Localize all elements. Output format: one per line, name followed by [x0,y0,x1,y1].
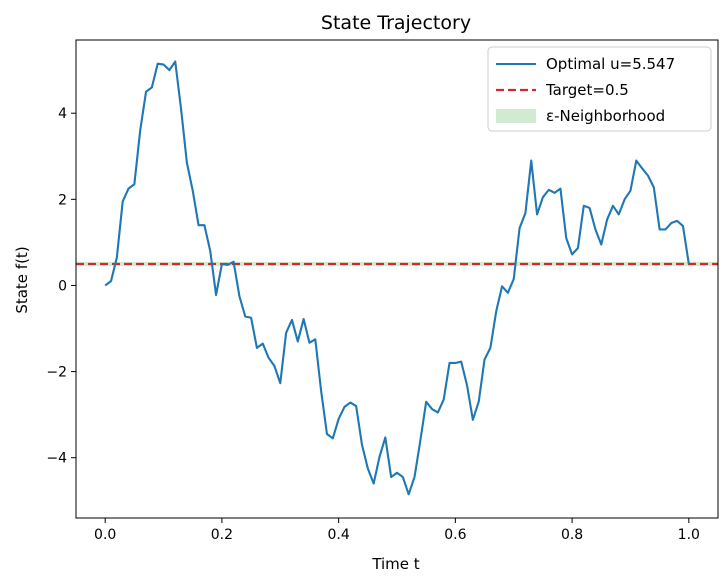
trajectory-line [104,60,690,496]
legend-box [487,46,712,132]
x-axis-label: Time t [371,555,419,573]
y-tick-label: −2 [46,365,67,381]
axes: 0.0 0.2 0.4 0.6 0.8 1.0 −4 −2 0 2 4 [46,39,719,543]
y-tick-label: 2 [58,192,67,208]
y-tick-label: 4 [58,106,67,122]
x-tick-label: 0.2 [211,527,233,543]
x-tick-label: 0.8 [561,527,583,543]
legend-swatch-band [496,109,536,123]
plot-area [76,60,718,496]
chart-title: State Trajectory [321,12,471,34]
x-tick-label: 0.4 [328,527,350,543]
x-tick-label: 0.0 [94,527,116,543]
epsilon-band [76,261,718,267]
legend: Optimal u=5.547 Target=0.5 ε-Neighborhood [487,46,712,132]
legend-label: Optimal u=5.547 [546,55,675,73]
legend-label: Target=0.5 [545,81,629,99]
legend-label: ε-Neighborhood [546,107,665,125]
y-tick-label: 0 [58,278,67,294]
axes-frame [75,39,719,519]
x-tick-label: 1.0 [678,527,700,543]
y-tick-label: −4 [46,451,67,467]
y-axis-label: State f(t) [13,246,31,313]
x-tick-label: 0.6 [444,527,466,543]
